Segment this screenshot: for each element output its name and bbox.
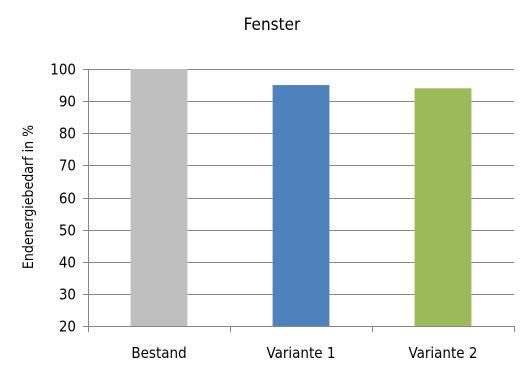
y-axis-label: Endenergiebedarf in % bbox=[21, 125, 37, 269]
y-tick-label: 50 bbox=[59, 222, 76, 240]
chart-title: Fenster bbox=[244, 15, 301, 35]
bar-variante-1 bbox=[272, 85, 330, 326]
bar-bestand bbox=[130, 69, 188, 326]
y-tick-label: 80 bbox=[59, 125, 76, 143]
x-tick-label: Variante 1 bbox=[267, 344, 336, 362]
x-tick-labels: Bestand Variante 1 Variante 2 bbox=[131, 344, 477, 362]
x-tick-label: Variante 2 bbox=[409, 344, 478, 362]
y-tick-label: 70 bbox=[59, 157, 76, 175]
y-tick-label: 90 bbox=[59, 93, 76, 111]
y-tick-labels: 20 30 40 50 60 70 80 90 100 bbox=[50, 61, 76, 336]
bar-variante-2 bbox=[414, 88, 472, 327]
x-tick-label: Bestand bbox=[131, 344, 186, 362]
y-tick-label: 100 bbox=[50, 61, 76, 79]
axes bbox=[83, 69, 515, 332]
y-tick-label: 40 bbox=[59, 254, 76, 272]
y-tick-label: 20 bbox=[59, 318, 76, 336]
y-tick-label: 60 bbox=[59, 190, 76, 208]
y-tick-label: 30 bbox=[59, 286, 76, 304]
bars bbox=[130, 69, 472, 327]
